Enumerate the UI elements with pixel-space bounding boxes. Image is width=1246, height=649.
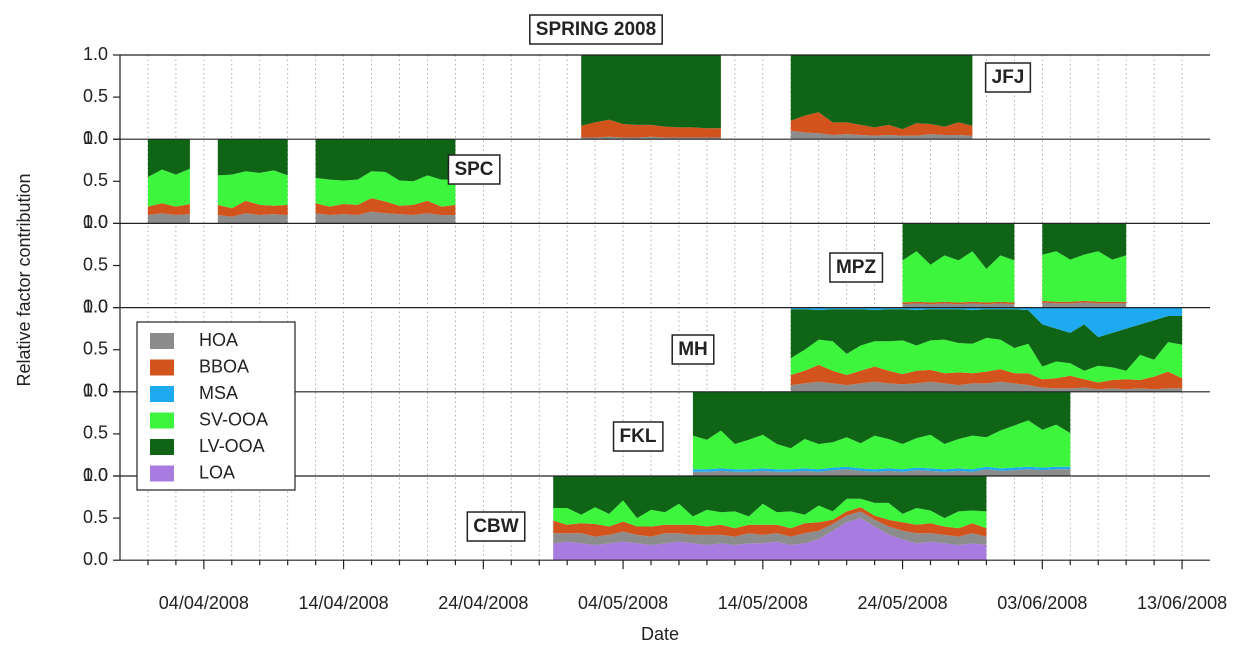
legend-swatch: [150, 333, 174, 349]
chart-title: SPRING 2008: [536, 19, 656, 40]
panel-label: JFJ: [992, 67, 1025, 88]
area: [692, 469, 1071, 476]
y-tick-label: 1.0: [83, 381, 108, 401]
label-box: [829, 252, 884, 283]
y-axis-label: Relative factor contribution: [14, 173, 34, 386]
area: [790, 381, 1183, 392]
x-tick-label: 24/05/2008: [858, 593, 948, 613]
y-tick-label: 0.0: [83, 212, 108, 232]
area: [790, 337, 1183, 383]
panel-label: SPC: [454, 159, 493, 180]
panel-label-box: JFJ: [984, 62, 1032, 93]
x-axis-label: Date: [641, 624, 679, 644]
y-tick-label: 0.5: [83, 86, 108, 106]
legend-label: LV-OOA: [199, 436, 265, 456]
legend-swatch: [150, 439, 174, 455]
y-tick-label: 1.0: [83, 296, 108, 316]
area: [902, 223, 1127, 269]
y-tick-label: 1.0: [83, 212, 108, 232]
label-box: [529, 14, 663, 45]
legend-label: HOA: [199, 330, 238, 350]
y-tick-label: 0.5: [83, 423, 108, 443]
legend-label: SV-OOA: [199, 409, 268, 429]
area: [553, 518, 987, 561]
legend-swatch: [150, 386, 174, 402]
label-box: [984, 62, 1032, 93]
y-tick-label: 1.0: [83, 44, 108, 64]
area: [790, 307, 1183, 338]
y-tick-label: 0.0: [83, 465, 108, 485]
area: [581, 112, 973, 138]
panel-label-box: SPC: [447, 154, 501, 185]
x-tick-label: 04/05/2008: [578, 593, 668, 613]
area: [553, 498, 987, 529]
legend-label: BBOA: [199, 356, 249, 376]
y-tick-label: 0.5: [83, 254, 108, 274]
area: [790, 309, 1183, 371]
panel-label: CBW: [473, 516, 518, 537]
area: [581, 130, 973, 140]
area: [147, 198, 456, 217]
area: [902, 302, 1127, 308]
area: [790, 364, 1183, 390]
area: [902, 251, 1127, 303]
legend-swatch: [150, 412, 174, 429]
panel-label: MH: [678, 339, 708, 360]
y-tick-label: 0.0: [83, 381, 108, 401]
y-tick-label: 0.0: [83, 549, 108, 569]
legend-swatch: [150, 359, 174, 376]
area: [553, 511, 987, 545]
x-tick-label: 14/04/2008: [299, 593, 389, 613]
legend: HOA BBOA MSA SV-OOA LV-OOA LOA: [136, 321, 296, 491]
area: [692, 420, 1071, 470]
panel-label: MPZ: [836, 257, 877, 278]
y-tick-label: 0.5: [83, 507, 108, 527]
legend-box: [136, 321, 296, 491]
x-tick-label: 24/04/2008: [438, 593, 528, 613]
panel-label-box: FKL: [612, 421, 664, 452]
label-box: [466, 511, 526, 542]
area: [553, 507, 987, 537]
area: [581, 55, 973, 130]
y-tick-label: 1.0: [83, 128, 108, 148]
x-tick-label: 13/06/2008: [1137, 593, 1227, 613]
chart-title-box: SPRING 2008: [529, 14, 663, 45]
legend-label: MSA: [199, 383, 238, 403]
legend-swatch: [150, 465, 174, 482]
area: [692, 466, 1071, 472]
area: [147, 168, 456, 209]
panel-label: FKL: [620, 426, 657, 447]
area: [147, 139, 456, 182]
label-box: [447, 154, 501, 185]
label-box: [612, 421, 664, 452]
legend-label: LOA: [199, 462, 235, 482]
area: [692, 391, 1071, 449]
area: [553, 476, 987, 519]
panel-label-box: MH: [671, 334, 715, 365]
y-tick-label: 0.0: [83, 128, 108, 148]
y-tick-label: 0.5: [83, 170, 108, 190]
y-tick-label: 0.5: [83, 338, 108, 358]
area: [902, 300, 1127, 305]
y-tick-label: 0.0: [83, 296, 108, 316]
panel-label-box: CBW: [466, 511, 526, 542]
area: [147, 211, 456, 224]
label-box: [671, 334, 715, 365]
y-tick-label: 1.0: [83, 465, 108, 485]
panel-label-box: MPZ: [829, 252, 884, 283]
x-tick-label: 14/05/2008: [718, 593, 808, 613]
x-tick-label: 04/04/2008: [159, 593, 249, 613]
x-tick-label: 03/06/2008: [997, 593, 1087, 613]
